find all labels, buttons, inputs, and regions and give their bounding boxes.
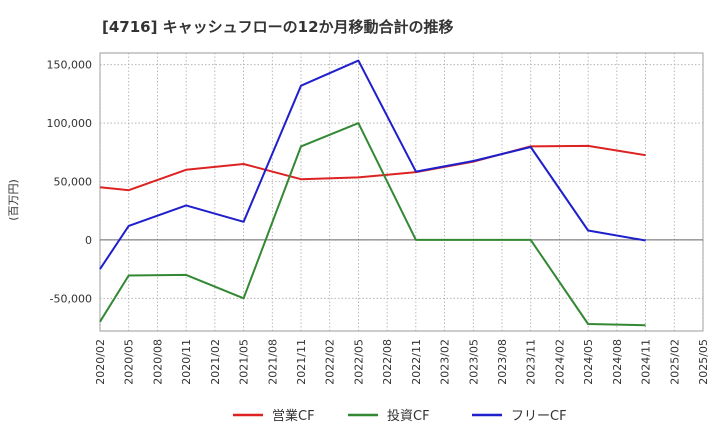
grid-lines [99, 53, 704, 331]
y-axis-ticks: -50,000 0 50,000 100,000 150,000 [47, 59, 93, 306]
legend-label: 営業CF [272, 408, 315, 424]
y-tick-label: 100,000 [47, 117, 93, 130]
x-tick-label: 2021/02 [209, 339, 222, 385]
chart-title: [4716] キャッシュフローの12か月移動合計の推移 [102, 18, 454, 36]
y-tick-label: 0 [85, 234, 92, 247]
y-tick-label: 150,000 [47, 59, 93, 72]
x-tick-label: 2021/05 [238, 339, 251, 385]
y-axis-label: (百万円) [7, 179, 20, 221]
x-tick-label: 2023/05 [467, 339, 480, 385]
y-tick-label: 50,000 [54, 175, 93, 188]
x-tick-label: 2023/02 [439, 339, 452, 385]
x-tick-label: 2020/08 [151, 339, 164, 385]
x-tick-label: 2024/08 [611, 339, 624, 385]
series-lines [99, 59, 646, 327]
series-line-フリーCF [99, 59, 646, 270]
x-tick-label: 2022/05 [352, 339, 365, 385]
series-line-営業CF [99, 144, 646, 192]
legend-label: フリーCF [511, 409, 567, 424]
legend: 営業CF 投資CF フリーCF [233, 408, 567, 424]
x-axis-ticks: 2020/02 2020/05 2020/08 2020/11 2021/02 2021/… [94, 339, 710, 385]
x-tick-label: 2022/08 [381, 339, 394, 385]
x-tick-label: 2024/11 [640, 339, 653, 385]
x-tick-label: 2021/08 [266, 339, 279, 385]
x-tick-label: 2022/02 [324, 339, 337, 385]
x-tick-label: 2022/11 [410, 339, 423, 385]
x-tick-label: 2024/02 [553, 339, 566, 385]
x-tick-label: 2021/11 [295, 339, 308, 385]
x-tick-label: 2023/11 [525, 339, 538, 385]
x-tick-label: 2024/05 [582, 339, 595, 385]
x-tick-label: 2023/08 [496, 339, 509, 385]
x-tick-label: 2020/11 [180, 339, 193, 385]
x-tick-label: 2020/05 [123, 339, 136, 385]
plot-area [99, 52, 704, 332]
y-tick-label: -50,000 [50, 292, 92, 305]
legend-label: 投資CF [387, 408, 430, 424]
x-tick-label: 2025/05 [697, 339, 710, 385]
x-tick-label: 2020/02 [94, 339, 107, 385]
x-tick-label: 2025/02 [668, 339, 681, 385]
series-line-投資CF [99, 122, 646, 327]
